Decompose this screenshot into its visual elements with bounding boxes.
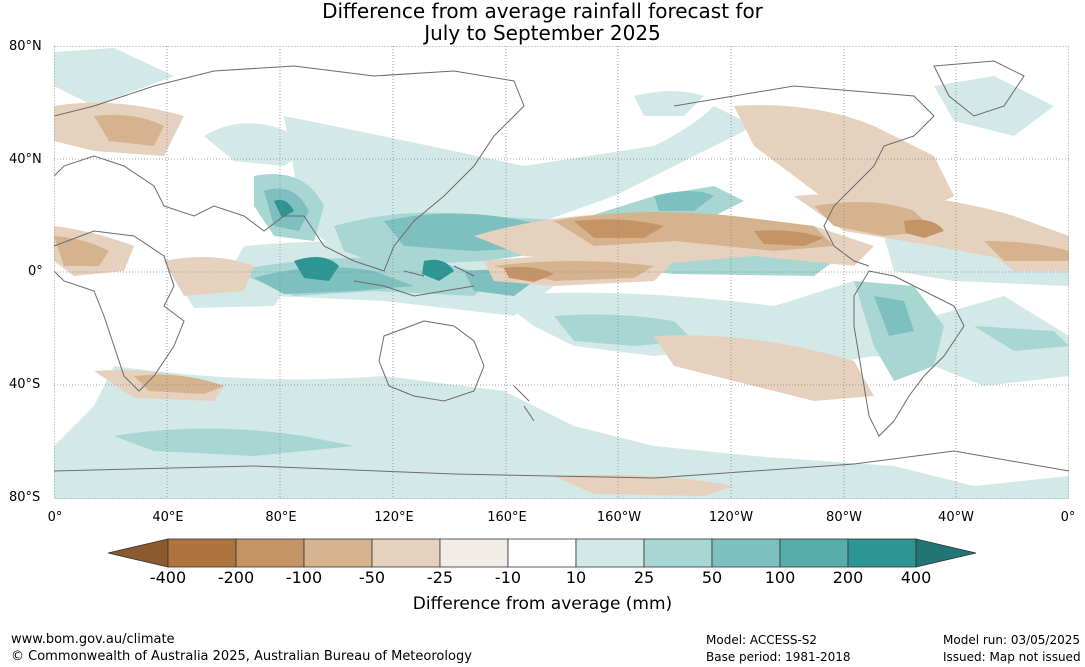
lon-label-80w: 80°W <box>826 510 862 525</box>
colorbar-tick-label: -50 <box>358 568 386 587</box>
colorbar-segment <box>371 538 441 568</box>
lon-label-80e: 80°E <box>265 510 297 525</box>
colorbar-tick-label: -100 <box>285 568 323 587</box>
colorbar-segment <box>643 538 713 568</box>
coastline-greenland <box>933 60 1025 117</box>
footer-run-info: Model run: 03/05/2025 Issued: Map not is… <box>943 632 1081 666</box>
lat-label-80s: 80°S <box>9 490 41 505</box>
lon-label-160e: 160°E <box>487 510 527 525</box>
lon-label-160w: 160°W <box>596 510 642 525</box>
graticule <box>54 46 1069 499</box>
footer-model-run: Model run: 03/05/2025 <box>943 633 1081 647</box>
lon-label-120w: 120°W <box>708 510 754 525</box>
colorbar-segment <box>847 538 917 568</box>
colorbar-tick-label: -200 <box>217 568 255 587</box>
anomaly-fields <box>54 48 1069 499</box>
colorbar-tick-label: -400 <box>149 568 187 587</box>
footer-model-info: Model: ACCESS-S2 Base period: 1981-2018 <box>706 632 851 666</box>
footer-model: Model: ACCESS-S2 <box>706 633 818 647</box>
colorbar-tick-label: -25 <box>426 568 454 587</box>
coastlines <box>54 60 1069 479</box>
colorbar-segment <box>303 538 373 568</box>
lat-label-80n: 80°N <box>9 39 42 54</box>
coastline-eurasia <box>54 65 525 272</box>
colorbar-tick-label: 100 <box>764 568 796 587</box>
map-title-line-1: Difference from average rainfall forecas… <box>322 0 763 23</box>
coastline-new-zealand <box>513 385 535 422</box>
colorbar-extend-low <box>108 538 169 568</box>
colorbar-segment <box>711 538 781 568</box>
lat-label-40n: 40°N <box>9 152 42 167</box>
colorbar-tick-label: 25 <box>633 568 655 587</box>
colorbar-segment <box>439 538 509 568</box>
map-title-line-2: July to September 2025 <box>424 21 661 45</box>
colorbar-segment <box>167 538 237 568</box>
colorbar-segment <box>779 538 849 568</box>
lat-label-0: 0° <box>28 264 43 279</box>
colorbar-segment <box>575 538 645 568</box>
colorbar-tick-label: 400 <box>900 568 932 587</box>
coastline-antarctica <box>54 450 1069 479</box>
lon-label-120e: 120°E <box>374 510 414 525</box>
coastline-south-america <box>853 270 965 437</box>
footer-copyright: © Commonwealth of Australia 2025, Austra… <box>11 649 472 664</box>
colorbar-unit-label: Difference from average (mm) <box>412 594 673 614</box>
lon-label-40e: 40°E <box>152 510 184 525</box>
footer-base-period: Base period: 1981-2018 <box>706 650 851 664</box>
colorbar <box>108 538 977 568</box>
lon-label-0-east-edge: 0° <box>1060 510 1076 525</box>
colorbar-tick-label: 200 <box>832 568 864 587</box>
footer-url: www.bom.gov.au/climate <box>11 632 175 647</box>
footer-left: www.bom.gov.au/climate © Commonwealth of… <box>11 631 472 665</box>
coastline-north-america <box>673 85 935 267</box>
wet-very-strong-areas <box>274 199 454 281</box>
rainfall-anomaly-map <box>54 46 1069 499</box>
colorbar-tick-label: -10 <box>494 568 522 587</box>
colorbar-tick-label: 50 <box>701 568 723 587</box>
colorbar-segment <box>507 538 577 568</box>
colorbar-tick-label: 10 <box>565 568 587 587</box>
colorbar-extend-high <box>915 538 977 568</box>
coastline-australia <box>378 320 485 402</box>
dry-strong-areas <box>504 219 944 282</box>
coastline-maritime-continent <box>353 265 475 297</box>
colorbar-segment <box>235 538 305 568</box>
coastline-africa <box>54 230 185 392</box>
lat-label-40s: 40°S <box>9 377 41 392</box>
lon-label-0-west-edge: 0° <box>47 510 63 525</box>
footer-issued: Issued: Map not issued <box>943 650 1081 664</box>
lon-label-40w: 40°W <box>938 510 974 525</box>
